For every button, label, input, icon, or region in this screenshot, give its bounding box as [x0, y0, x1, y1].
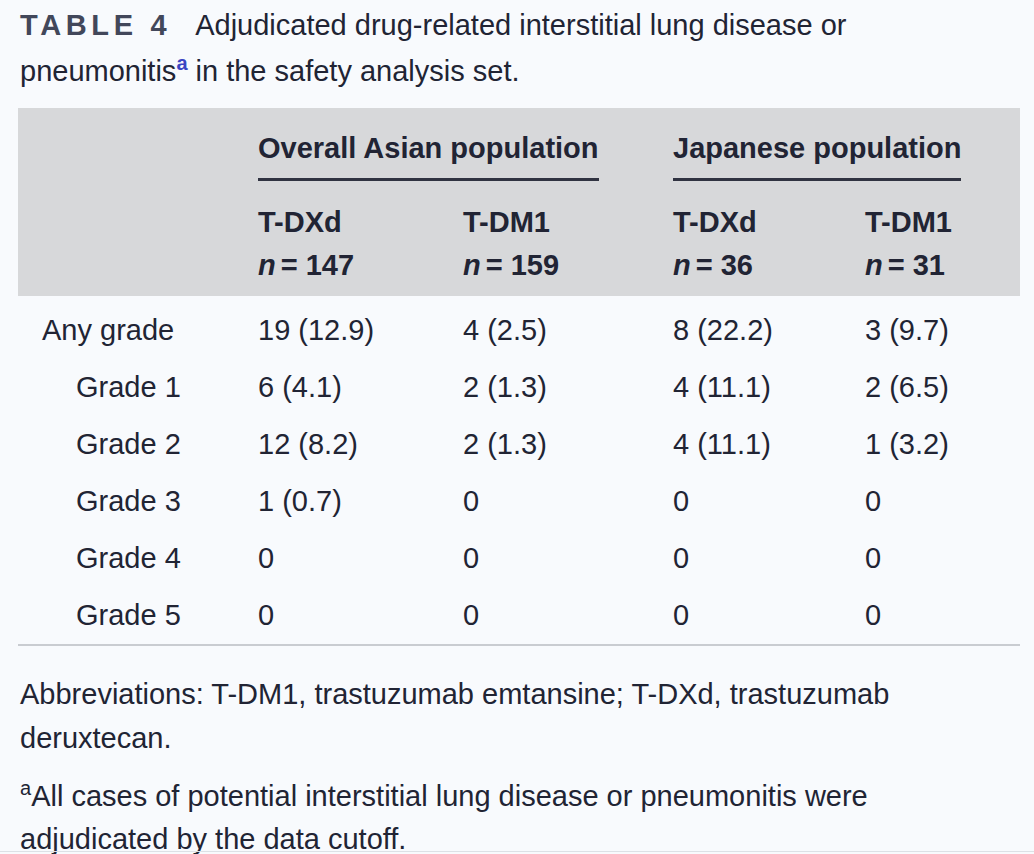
group-header-row: Overall Asian population Japanese popula…: [18, 132, 1020, 181]
table-number-label: TABLE 4: [20, 9, 171, 41]
spacer: [18, 132, 258, 181]
cell: 0: [865, 485, 1020, 518]
cell: 8 (22.2): [673, 314, 865, 347]
cell: 2 (1.3): [463, 371, 673, 404]
column-header-tdm1-japanese: T-DM1: [865, 207, 1020, 237]
table-row-grade-2: Grade 2 12 (8.2) 2 (1.3) 4 (11.1) 1 (3.2…: [18, 416, 1020, 473]
cell: 2 (6.5): [865, 371, 1020, 404]
row-label: Grade 5: [18, 599, 258, 632]
cell: 12 (8.2): [258, 428, 463, 461]
sample-size-tdxd-asian: n= 147: [258, 250, 463, 280]
spacer: [18, 207, 258, 237]
sample-size-tdm1-asian: n= 159: [463, 250, 673, 280]
table-title-line2-post: in the safety analysis set.: [188, 55, 520, 87]
row-label: Grade 3: [18, 485, 258, 518]
table-caption: TABLE 4 Adjudicated drug-related intersti…: [20, 6, 1020, 90]
table-body: Any grade 19 (12.9) 4 (2.5) 8 (22.2) 3 (…: [18, 296, 1020, 644]
cell: 4 (11.1): [673, 371, 865, 404]
table-title-line1: Adjudicated drug-related interstitial lu…: [195, 9, 846, 41]
cell: 0: [463, 485, 673, 518]
table-row-grade-3: Grade 3 1 (0.7) 0 0 0: [18, 473, 1020, 530]
cell: 0: [463, 599, 673, 632]
cell: 0: [673, 542, 865, 575]
table-row-grade-1: Grade 1 6 (4.1) 2 (1.3) 4 (11.1) 2 (6.5): [18, 359, 1020, 416]
cell: 0: [673, 599, 865, 632]
row-label: Any grade: [18, 314, 258, 347]
abbreviations-note: Abbreviations: T-DM1, trastuzumab emtans…: [20, 672, 985, 760]
group-header-japanese: Japanese population: [673, 132, 1020, 181]
column-header-tdxd-asian: T-DXd: [258, 207, 463, 237]
table-row-grade-5: Grade 5 0 0 0 0: [18, 587, 1020, 644]
footnote-text: All cases of potential interstitial lung…: [20, 779, 868, 854]
spacer: [18, 250, 258, 280]
sample-size-tdm1-japanese: n= 31: [865, 250, 1020, 280]
group-header-label: Japanese population: [673, 132, 961, 181]
column-header-tdxd-japanese: T-DXd: [673, 207, 865, 237]
cell: 0: [673, 485, 865, 518]
row-label: Grade 1: [18, 371, 258, 404]
table-row-grade-4: Grade 4 0 0 0 0: [18, 530, 1020, 587]
cell: 2 (1.3): [463, 428, 673, 461]
table-bottom-rule: [18, 644, 1020, 646]
table-row-any-grade: Any grade 19 (12.9) 4 (2.5) 8 (22.2) 3 (…: [18, 302, 1020, 359]
column-header-row: T-DXd T-DM1 T-DXd T-DM1: [18, 207, 1020, 237]
footnote-a: aAll cases of potential interstitial lun…: [20, 766, 985, 854]
cell: 1 (3.2): [865, 428, 1020, 461]
table-header-band: Overall Asian population Japanese popula…: [18, 108, 1020, 296]
footnote-marker-a-title: a: [176, 52, 187, 74]
cell: 4 (2.5): [463, 314, 673, 347]
column-header-tdm1-asian: T-DM1: [463, 207, 673, 237]
cell: 0: [463, 542, 673, 575]
cell: 1 (0.7): [258, 485, 463, 518]
paper-table-figure: TABLE 4 Adjudicated drug-related intersti…: [0, 0, 1034, 854]
sample-size-tdxd-japanese: n= 36: [673, 250, 865, 280]
group-header-overall-asian: Overall Asian population: [258, 132, 673, 181]
table-title-line2-pre: pneumonitis: [20, 55, 176, 87]
row-label: Grade 2: [18, 428, 258, 461]
sample-size-row: n= 147 n= 159 n= 36 n= 31: [18, 250, 1020, 280]
cell: 4 (11.1): [673, 428, 865, 461]
footnote-marker-a: a: [20, 777, 31, 799]
cell: 0: [258, 599, 463, 632]
cell: 19 (12.9): [258, 314, 463, 347]
row-label: Grade 4: [18, 542, 258, 575]
cell: 6 (4.1): [258, 371, 463, 404]
cell: 3 (9.7): [865, 314, 1020, 347]
group-header-label: Overall Asian population: [258, 132, 599, 181]
cell: 0: [258, 542, 463, 575]
cell: 0: [865, 599, 1020, 632]
cell: 0: [865, 542, 1020, 575]
